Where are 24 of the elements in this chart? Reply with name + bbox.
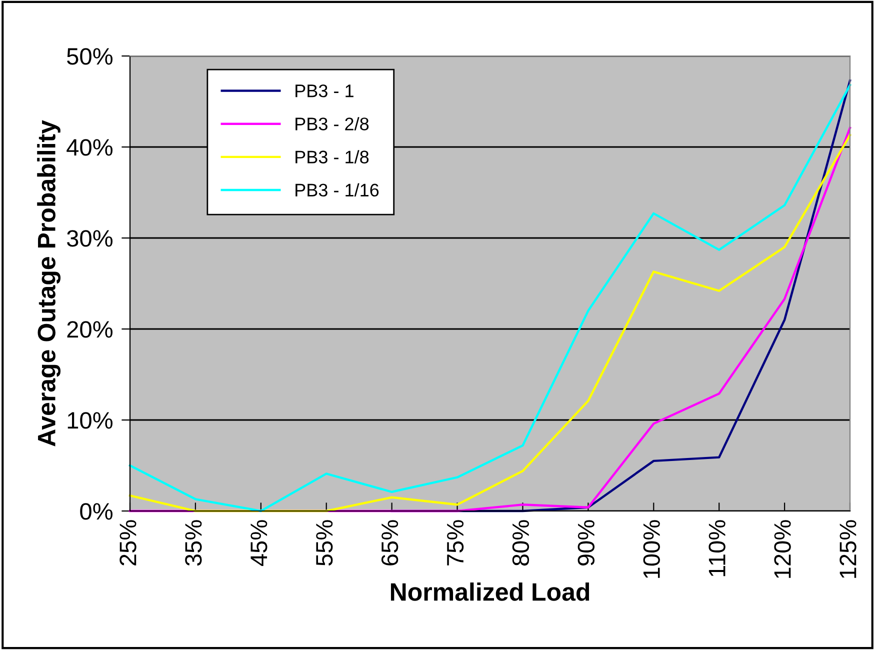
y-tick-label: 0% xyxy=(80,503,112,520)
x-tick-label: 55% xyxy=(316,520,333,566)
x-tick-label: 45% xyxy=(250,520,268,566)
x-tick-label: 35% xyxy=(185,520,202,566)
legend-label: PB3 - 2/8 xyxy=(296,117,369,130)
y-tick-label: 50% xyxy=(67,48,112,65)
x-tick-label: 75% xyxy=(446,520,464,566)
x-axis-title: Normalized Load xyxy=(390,582,590,601)
x-tick-label: 110% xyxy=(708,520,726,576)
x-tick-label: 25% xyxy=(120,520,136,566)
x-tick-label: 125% xyxy=(840,520,856,578)
x-tick-label: 80% xyxy=(512,520,530,566)
y-tick-label: 30% xyxy=(66,230,112,247)
y-tick-label: 10% xyxy=(68,412,112,429)
legend-label: PB3 - 1/16 xyxy=(296,183,379,197)
x-tick-label: 120% xyxy=(774,520,791,578)
y-tick-label: 20% xyxy=(67,321,112,338)
y-axis-title: Average Outage Probability xyxy=(37,120,61,446)
x-tick-label: 100% xyxy=(643,520,660,578)
x-tick-label: 65% xyxy=(381,520,398,566)
y-tick-label: 40% xyxy=(66,139,112,156)
x-tick-label: 90% xyxy=(578,520,595,566)
legend-label: PB3 - 1 xyxy=(296,84,354,98)
legend-label: PB3 - 1/8 xyxy=(296,150,369,164)
